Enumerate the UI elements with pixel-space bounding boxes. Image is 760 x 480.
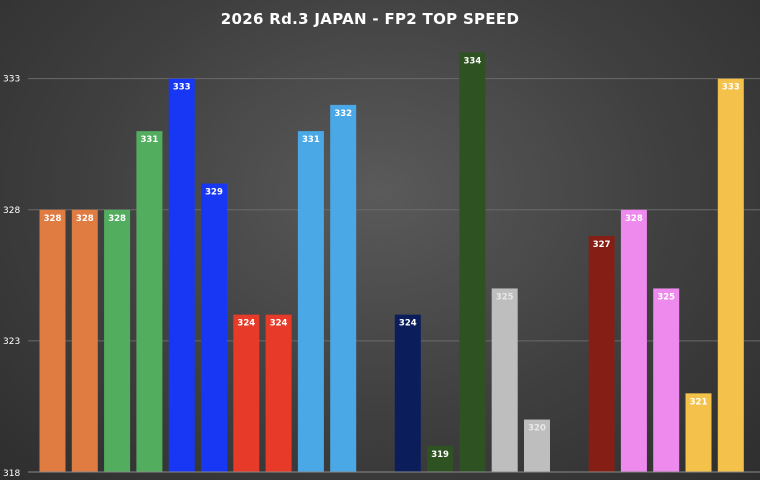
label-layer: 328 328 328 331 333 329 324 324 331 332 324 319 334 3…	[44, 56, 740, 459]
bar-20	[653, 288, 680, 472]
bar-5	[168, 78, 195, 473]
bar-14	[459, 52, 486, 472]
y-tick-label-323: 323	[3, 337, 20, 347]
data-label-13: 319	[431, 450, 449, 460]
bar-8	[265, 314, 292, 472]
y-tick-label-333: 333	[3, 75, 20, 85]
bar-10	[330, 104, 357, 472]
data-label-19: 328	[625, 214, 643, 224]
data-label-22: 333	[722, 83, 740, 93]
chart-title: 2026 Rd.3 JAPAN - FP2 TOP SPEED	[220, 10, 520, 28]
bar-12	[394, 314, 421, 472]
bar-4	[136, 131, 163, 472]
data-label-21: 321	[690, 397, 708, 407]
bar-19	[620, 209, 647, 472]
y-tick-label-328: 328	[3, 206, 20, 216]
bar-22	[717, 78, 744, 473]
axis-layer: 318 323 328 333	[3, 75, 760, 479]
bar-13	[427, 445, 454, 472]
data-label-1: 328	[44, 214, 62, 224]
bar-9	[297, 131, 324, 472]
bar-1	[39, 209, 66, 472]
y-tick-label-318: 318	[3, 469, 20, 479]
data-label-5: 333	[173, 83, 191, 93]
data-label-12: 324	[399, 319, 417, 329]
bar-3	[104, 209, 131, 472]
data-label-14: 334	[464, 56, 482, 66]
bar-16	[524, 419, 550, 472]
data-label-2: 328	[76, 214, 94, 224]
bar-21	[685, 393, 712, 472]
data-label-8: 324	[270, 319, 288, 329]
data-label-7: 324	[237, 319, 255, 329]
bar-6	[201, 183, 227, 473]
bar-15	[491, 288, 518, 472]
data-label-18: 327	[593, 240, 611, 250]
bar-7	[233, 314, 260, 472]
bar-2	[71, 209, 98, 472]
data-label-4: 331	[141, 135, 159, 145]
data-label-16: 320	[528, 424, 546, 434]
data-label-6: 329	[205, 188, 223, 198]
data-label-15: 325	[496, 292, 514, 302]
data-label-3: 328	[108, 214, 126, 224]
bar-layer	[39, 52, 744, 473]
data-label-10: 332	[334, 109, 352, 119]
data-label-20: 325	[657, 292, 675, 302]
bar-18	[588, 236, 615, 472]
data-label-9: 331	[302, 135, 320, 145]
